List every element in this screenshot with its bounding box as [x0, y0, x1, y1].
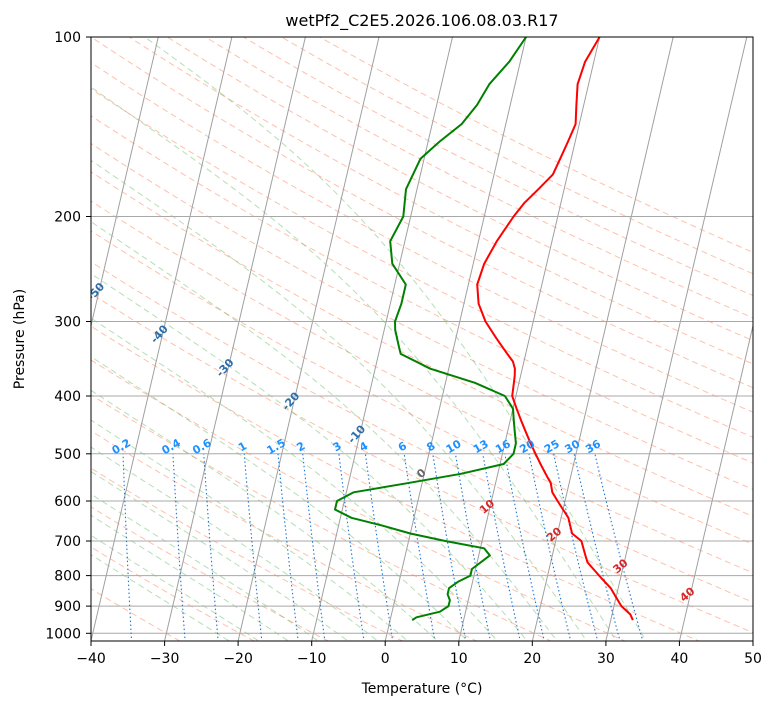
moist-adiabat: [91, 159, 588, 641]
isotherm-line: [384, 37, 527, 641]
x-axis-label: Temperature (°C): [361, 681, 483, 697]
x-tick-label: −20: [223, 651, 253, 667]
mixing-ratio-line: [122, 453, 133, 641]
isotherm-line: [91, 37, 159, 328]
isotherm-line: [605, 37, 748, 641]
y-axis-label: Pressure (hPa): [12, 289, 28, 389]
moist-adiabat: [91, 493, 319, 641]
y-tick-label: 100: [54, 30, 81, 46]
mixing-ratio-line: [432, 453, 467, 641]
dry-adiabat: [91, 261, 753, 603]
isotherm-line: [164, 37, 306, 641]
mixing-ratio-line: [553, 453, 599, 641]
mixing-ratio-line: [454, 453, 492, 641]
dry-adiabat: [91, 467, 404, 641]
dry-adiabat: [128, 37, 753, 365]
moist-adiabat: [144, 37, 647, 641]
isotherm-line: [752, 638, 753, 641]
dry-adiabat: [91, 230, 753, 574]
mixing-ratio-line: [403, 453, 436, 641]
y-tick-label: 300: [54, 315, 81, 331]
x-tick-label: 10: [450, 651, 468, 667]
grid-lines: [0, 37, 753, 646]
y-tick-label: 1000: [45, 626, 81, 642]
x-tick-label: −10: [297, 651, 327, 667]
plot-background: [91, 37, 753, 641]
x-tick-label: −40: [76, 651, 106, 667]
moist-adiabat: [91, 355, 469, 641]
y-tick-label: 800: [54, 569, 81, 585]
y-tick-label: 600: [54, 494, 81, 510]
moist-adiabat: [91, 273, 528, 641]
mixing-ratio-line: [203, 453, 219, 641]
y-tick-label: 200: [54, 210, 81, 226]
dry-adiabat: [91, 171, 753, 517]
series-layer: [334, 37, 634, 621]
dry-adiabat: [91, 37, 753, 389]
x-axis-ticks: −40 −30 −20 −10 0 10 20 30 40 50: [76, 641, 762, 667]
mixing-ratio-line: [528, 453, 572, 641]
moist-adiabat: [91, 389, 439, 641]
isotherm-line: [458, 37, 601, 641]
mixing-ratio-line: [504, 453, 545, 641]
x-tick-label: 40: [670, 651, 688, 667]
y-tick-label: 900: [54, 599, 81, 615]
dry-adiabat: [91, 292, 753, 634]
dry-adiabat: [91, 200, 753, 545]
dry-adiabat: [242, 37, 753, 297]
moist-adiabat: [91, 221, 558, 641]
temperature-profile: [476, 37, 634, 621]
mixing-ratio-line: [243, 453, 263, 641]
x-tick-label: 20: [523, 651, 541, 667]
dry-adiabat: [91, 506, 330, 641]
isotherm-line: [237, 37, 380, 641]
isotherm-line: [0, 37, 11, 646]
isotherm-label: -60: [21, 236, 44, 260]
plot-area: [91, 37, 753, 641]
chart-title: wetPf2_C2E5.2026.106.08.03.R17: [285, 11, 558, 31]
x-tick-label: 50: [744, 651, 762, 667]
plot-frame: [90, 36, 754, 642]
mixing-ratio-line: [594, 453, 644, 641]
y-tick-label: 700: [54, 534, 81, 550]
dry-adiabat: [91, 142, 753, 490]
y-tick-label: 500: [54, 447, 81, 463]
x-tick-label: −30: [150, 651, 180, 667]
moist-adiabat: [91, 446, 379, 641]
dry-adiabat: [91, 588, 181, 641]
y-tick-label: 400: [54, 389, 81, 405]
isotherm-line: [311, 37, 453, 641]
x-tick-label: 0: [381, 651, 390, 667]
dry-adiabat: [91, 115, 753, 464]
mixing-ratio-line: [172, 453, 186, 641]
y-axis-ticks: 100 200 300 400 500 600 700 800 900 1000: [45, 30, 91, 642]
moist-adiabat: [91, 470, 349, 641]
mixing-ratio-line: [573, 453, 621, 641]
isotherm-line: [678, 323, 753, 641]
isotherm-line: [531, 37, 674, 641]
dewpoint-profile: [334, 37, 527, 621]
mixing-ratio-line: [482, 453, 521, 641]
x-tick-label: 30: [597, 651, 615, 667]
isotherm-line: [91, 37, 233, 641]
dry-adiabat: [91, 88, 753, 438]
dry-adiabat: [204, 37, 753, 319]
dry-adiabat: [91, 359, 626, 641]
moist-adiabat: [91, 86, 617, 641]
